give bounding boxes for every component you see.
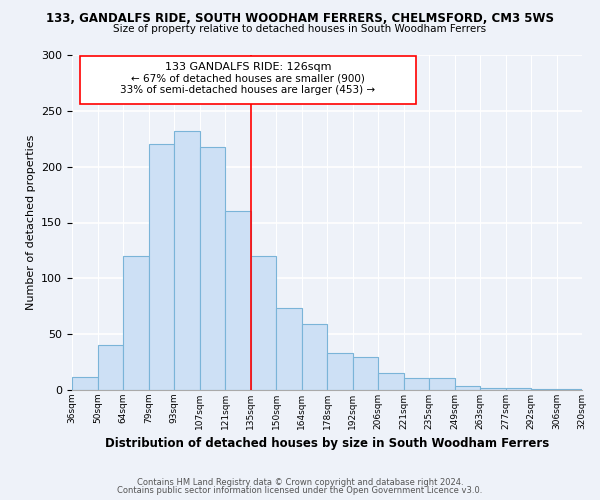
Bar — [353, 356, 378, 390]
Bar — [531, 389, 557, 390]
Bar — [557, 389, 582, 390]
Bar — [455, 386, 480, 390]
Text: ← 67% of detached houses are smaller (900): ← 67% of detached houses are smaller (90… — [131, 74, 365, 84]
Bar — [480, 388, 505, 390]
Text: 133 GANDALFS RIDE: 126sqm: 133 GANDALFS RIDE: 126sqm — [164, 62, 331, 72]
Bar — [429, 378, 455, 390]
Bar — [378, 373, 404, 390]
X-axis label: Distribution of detached houses by size in South Woodham Ferrers: Distribution of detached houses by size … — [105, 438, 549, 450]
Bar — [225, 212, 251, 390]
Bar — [149, 144, 174, 390]
Bar — [174, 131, 199, 390]
Bar — [72, 376, 97, 390]
Bar — [251, 256, 276, 390]
Text: Size of property relative to detached houses in South Woodham Ferrers: Size of property relative to detached ho… — [113, 24, 487, 34]
Text: Contains HM Land Registry data © Crown copyright and database right 2024.: Contains HM Land Registry data © Crown c… — [137, 478, 463, 487]
Bar — [404, 378, 429, 390]
Bar — [276, 308, 302, 390]
Bar — [97, 346, 123, 390]
Bar — [505, 388, 531, 390]
Text: 33% of semi-detached houses are larger (453) →: 33% of semi-detached houses are larger (… — [121, 85, 376, 95]
Bar — [123, 256, 149, 390]
Bar — [327, 353, 353, 390]
Text: Contains public sector information licensed under the Open Government Licence v3: Contains public sector information licen… — [118, 486, 482, 495]
Bar — [302, 324, 327, 390]
FancyBboxPatch shape — [80, 56, 416, 104]
Text: 133, GANDALFS RIDE, SOUTH WOODHAM FERRERS, CHELMSFORD, CM3 5WS: 133, GANDALFS RIDE, SOUTH WOODHAM FERRER… — [46, 12, 554, 26]
Bar — [199, 146, 225, 390]
Y-axis label: Number of detached properties: Number of detached properties — [26, 135, 35, 310]
